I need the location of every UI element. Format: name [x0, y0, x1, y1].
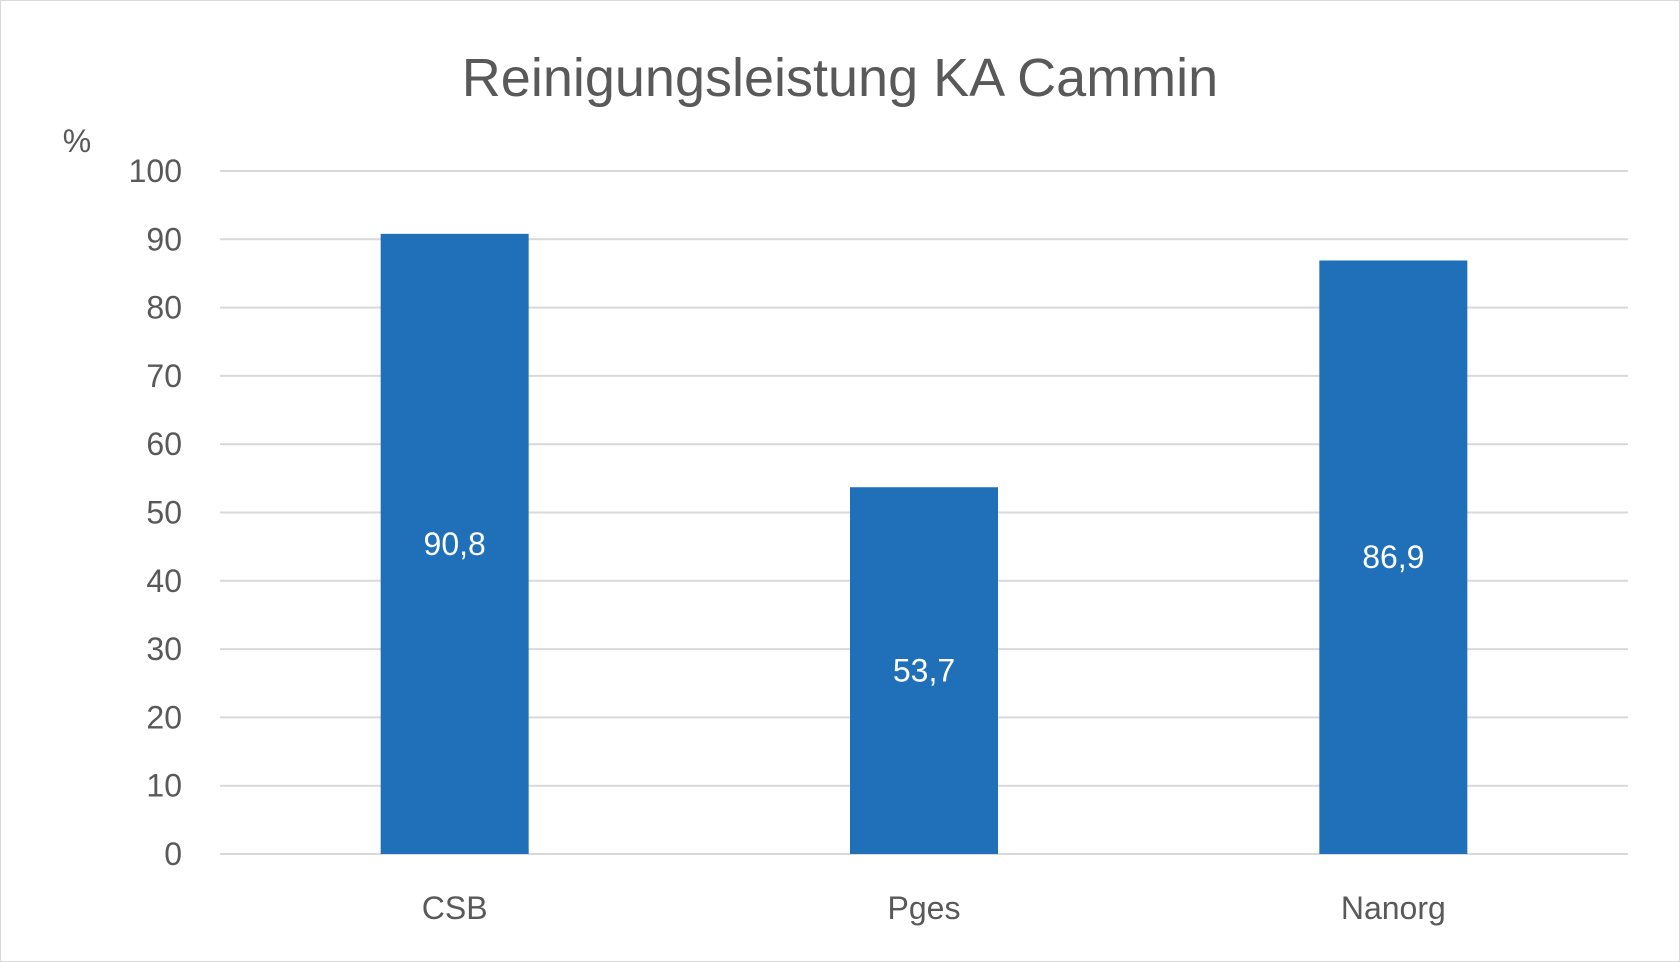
y-tick-label-50: 50: [146, 495, 182, 531]
chart-title: Reinigungsleistung KA Cammin: [462, 48, 1218, 108]
y-tick-label-30: 30: [146, 631, 182, 667]
y-tick-label-60: 60: [146, 426, 182, 462]
x-axis-categories: CSB Pges Nanorg: [422, 890, 1446, 926]
y-tick-label-80: 80: [146, 290, 182, 326]
y-tick-label-20: 20: [146, 699, 182, 735]
x-category-label-pges: Pges: [888, 890, 961, 926]
data-label-csb: 90,8: [424, 526, 486, 562]
bars: [380, 233, 1468, 854]
bar-nanorg: [1319, 260, 1468, 854]
y-tick-label-10: 10: [146, 768, 182, 804]
y-tick-label-40: 40: [146, 563, 182, 599]
y-axis-ticks: 0 10 20 30 40 50 60 70 80 90 100: [129, 153, 182, 872]
bar-pges: [850, 487, 998, 854]
data-label-pges: 53,7: [893, 653, 955, 689]
data-label-nanorg: 86,9: [1362, 539, 1424, 575]
y-tick-label-100: 100: [129, 153, 182, 189]
x-category-label-nanorg: Nanorg: [1341, 890, 1446, 926]
y-tick-label-90: 90: [146, 221, 182, 257]
bar-csb: [380, 233, 529, 854]
y-axis-unit-label: %: [63, 123, 91, 159]
x-category-label-csb: CSB: [422, 890, 488, 926]
y-tick-label-70: 70: [146, 358, 182, 394]
y-tick-label-0: 0: [164, 836, 182, 872]
data-labels: 90,8 53,7 86,9: [424, 526, 1425, 689]
